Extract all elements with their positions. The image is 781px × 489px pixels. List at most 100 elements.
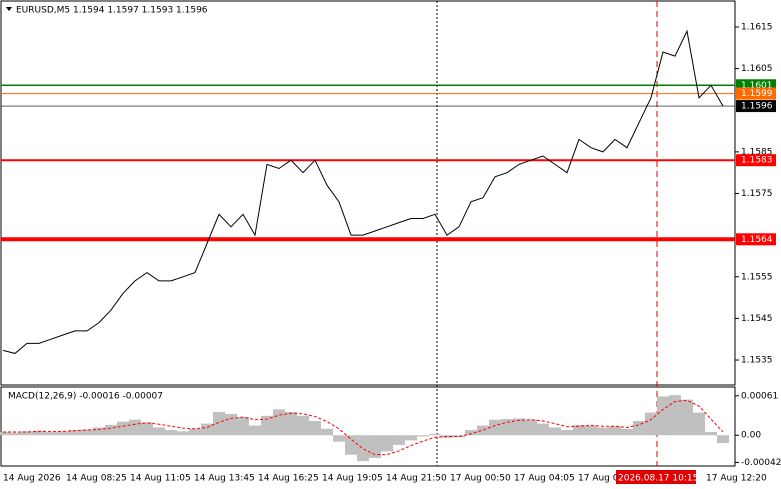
macd-bar (465, 430, 477, 436)
macd-bar (597, 427, 609, 436)
macd-bar (189, 428, 201, 436)
y-tick-label: 1.1615 (741, 22, 773, 32)
macd-bar (537, 423, 549, 436)
macd-bar (573, 424, 585, 436)
macd-bar (645, 412, 657, 436)
level-label-bg (736, 154, 776, 167)
macd-bar (57, 431, 69, 436)
x-tick-label: 14 Aug 21:50 (386, 474, 447, 484)
x-tick-label: 14 Aug 16:25 (258, 474, 319, 484)
macd-bar (261, 415, 273, 436)
price-line (2, 29, 724, 354)
x-tick-label: 2026.08.17 10:15 (618, 474, 698, 484)
x-tick-label: 17 Aug 12:20 (706, 474, 767, 484)
macd-bar (9, 432, 21, 436)
macd-bar (297, 415, 309, 436)
x-tick-label: 14 Aug 08:25 (66, 474, 127, 484)
macd-bar (153, 427, 165, 436)
macd-bar (717, 435, 729, 443)
macd-bar (69, 430, 81, 436)
x-tick-label: 14 Aug 19:05 (322, 474, 383, 484)
macd-bar (561, 430, 573, 436)
macd-bar (633, 421, 645, 436)
macd-bar (201, 423, 213, 436)
macd-bar (549, 427, 561, 436)
y-tick-label: 1.1555 (741, 272, 773, 282)
macd-bar (369, 435, 381, 458)
macd-bar (45, 432, 57, 436)
level-label: 1.1599 (741, 89, 773, 99)
macd-bar (585, 425, 597, 436)
macd-bar (693, 412, 705, 436)
x-tick-label: 14 Aug 2026 (3, 474, 61, 484)
macd-bar (117, 421, 129, 436)
macd-bar (525, 419, 537, 436)
macd-bar (621, 428, 633, 436)
chart-title: EURUSD,M5 1.1594 1.1597 1.1593 1.1596 (16, 6, 208, 16)
macd-bar (417, 435, 429, 437)
y-tick-label: 1.1605 (741, 64, 773, 74)
macd-bar (609, 426, 621, 436)
x-tick-label: 14 Aug 13:45 (194, 474, 255, 484)
y-tick-label: 0.00 (741, 431, 761, 441)
macd-bar (321, 428, 333, 436)
macd-bar (357, 435, 369, 462)
y-tick-label: 1.1575 (741, 189, 773, 199)
macd-bar (177, 431, 189, 436)
macd-bar (393, 435, 405, 445)
macd-bar (105, 424, 117, 436)
macd-bar (129, 419, 141, 436)
level-label-bg (736, 233, 776, 246)
macd-bar (81, 429, 93, 436)
macd-bar (501, 419, 513, 436)
macd-bar (0, 432, 9, 436)
level-label: 1.1583 (741, 156, 773, 166)
x-tick-label: 17 Aug 0 (578, 474, 619, 484)
level-label-bg (736, 87, 776, 100)
y-tick-label: 0.00061 (741, 391, 778, 401)
macd-bar (273, 409, 285, 436)
y-tick-label: -0.00042 (741, 458, 781, 468)
x-tick-label: 17 Aug 04:05 (514, 474, 575, 484)
macd-bar (165, 430, 177, 436)
macd-bar (141, 422, 153, 436)
macd-bar (477, 425, 489, 436)
y-tick-label: 1.1545 (741, 314, 773, 324)
macd-bar (405, 435, 417, 441)
macd-bar (309, 421, 321, 436)
macd-bar (705, 432, 717, 436)
macd-bar (657, 396, 669, 436)
macd-bar (669, 395, 681, 436)
macd-bar (513, 418, 525, 436)
level-label-bg (736, 100, 776, 113)
macd-panel (0, 386, 736, 467)
level-label: 1.1601 (741, 81, 773, 91)
y-tick-label: 1.1535 (741, 356, 773, 366)
macd-bar (225, 413, 237, 436)
y-tick-label: 1.1585 (741, 147, 773, 157)
macd-title: MACD(12,26,9) -0.00016 -0.00007 (8, 392, 163, 402)
macd-bar (21, 431, 33, 436)
signal-line (3, 399, 724, 456)
menu-arrow (6, 7, 12, 11)
x-tick-label: 14 Aug 11:05 (130, 474, 191, 484)
macd-bar (93, 427, 105, 436)
macd-bar (381, 435, 393, 452)
macd-bar (345, 435, 357, 455)
x-tick-label: 17 Aug 00:50 (450, 474, 511, 484)
macd-bar (213, 411, 225, 436)
macd-bar (237, 417, 249, 436)
macd-bar (489, 419, 501, 436)
price-panel (0, 0, 736, 386)
macd-bar (33, 430, 45, 436)
macd-bar (333, 435, 345, 442)
macd-bar (429, 433, 441, 436)
macd-bar (453, 435, 465, 438)
macd-bar (285, 411, 297, 436)
macd-bar (681, 399, 693, 436)
macd-bar (249, 425, 261, 436)
time-highlight-bg (616, 470, 696, 484)
level-label: 1.1596 (741, 102, 773, 112)
level-label: 1.1564 (741, 235, 773, 245)
